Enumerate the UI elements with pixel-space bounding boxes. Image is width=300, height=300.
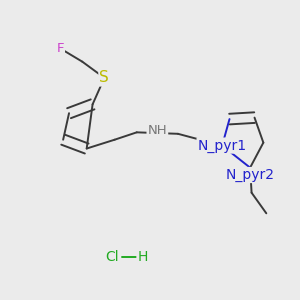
Text: H: H bbox=[137, 250, 148, 265]
Text: F: F bbox=[56, 42, 64, 55]
Text: S: S bbox=[100, 70, 109, 86]
Text: N_pyr1: N_pyr1 bbox=[198, 139, 247, 153]
Text: NH: NH bbox=[148, 124, 167, 137]
Text: Cl: Cl bbox=[105, 250, 119, 265]
Text: N_pyr2: N_pyr2 bbox=[226, 168, 274, 182]
